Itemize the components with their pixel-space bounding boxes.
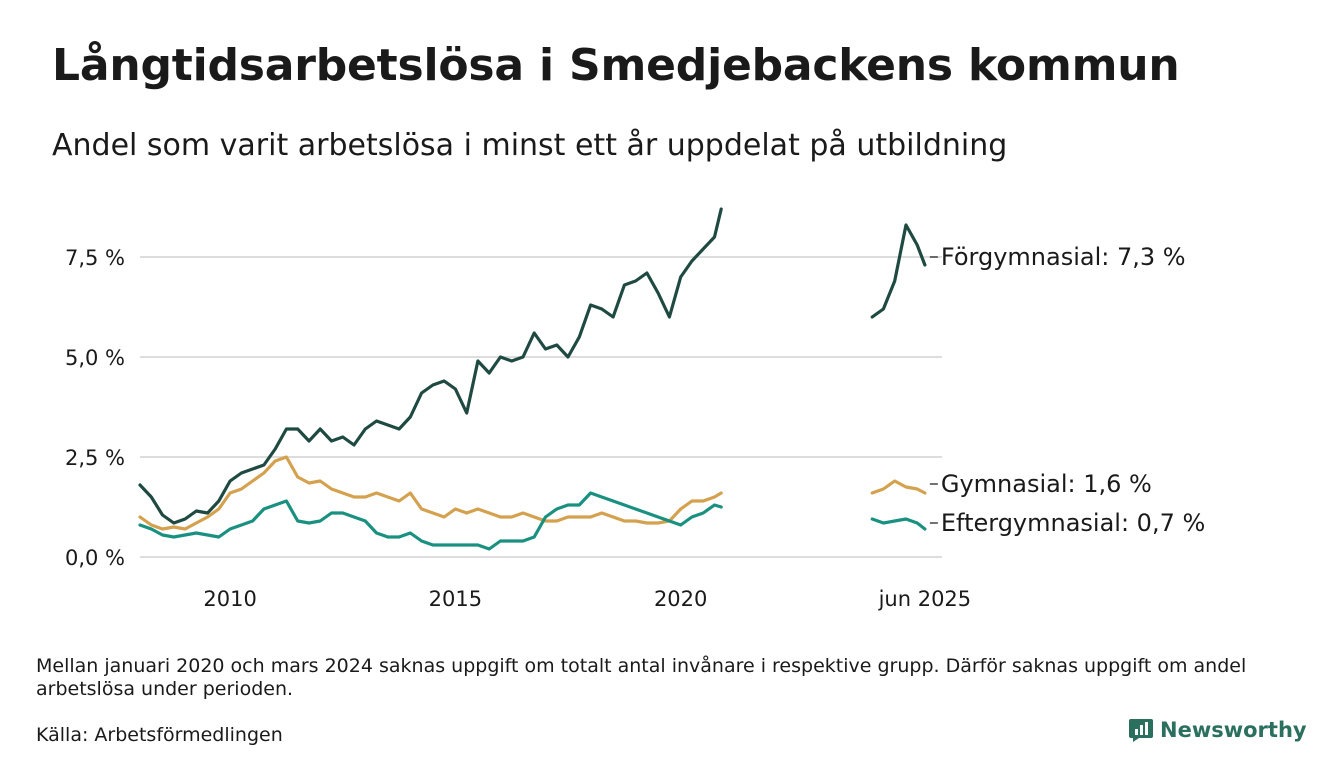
chart-title: Långtidsarbetslösa i Smedjebackens kommu… [52,40,1180,91]
y-axis: 0,0 % 2,5 % 5,0 % 7,5 % [65,246,125,570]
footnote: Mellan januari 2020 och mars 2024 saknas… [36,655,1247,700]
logo-icon [1129,719,1153,742]
y-tick-label: 2,5 % [65,446,125,470]
series-line-eftergymnasial-0 [138,491,723,551]
grid-lines [140,256,942,558]
x-axis: 2010 2015 2020 jun 2025 [203,587,971,611]
y-tick-label: 5,0 % [65,346,125,370]
x-tick-label: jun 2025 [878,587,972,611]
series-end-labels: Förgymnasial: 7,3 % Gymnasial: 1,6 % Efter… [929,243,1205,537]
series-line-gymnasial-1 [870,479,927,495]
series-line-förgymnasial-1 [870,223,927,319]
end-label-gymnasial: Gymnasial: 1,6 % [941,470,1152,498]
y-tick-label: 7,5 % [65,246,125,270]
series-line-förgymnasial-0 [138,207,723,525]
source-text: Källa: Arbetsförmedlingen [36,724,283,746]
x-tick-label: 2010 [203,587,256,611]
end-label-förgymnasial: Förgymnasial: 7,3 % [941,243,1186,271]
end-label-eftergymnasial: Eftergymnasial: 0,7 % [941,509,1205,537]
y-tick-label: 0,0 % [65,546,125,570]
line-chart: 0,0 % 2,5 % 5,0 % 7,5 % 2010 2015 2020 jun 202… [65,207,1205,611]
chart-subtitle: Andel som varit arbetslösa i minst ett å… [52,128,1008,163]
series-line-eftergymnasial-1 [870,517,927,531]
newsworthy-logo: Newsworthy [1128,717,1307,743]
x-tick-label: 2015 [429,587,482,611]
brand-name: Newsworthy [1160,718,1307,742]
x-tick-label: 2020 [654,587,707,611]
series-line-gymnasial-0 [138,455,723,531]
series-lines [138,207,927,551]
